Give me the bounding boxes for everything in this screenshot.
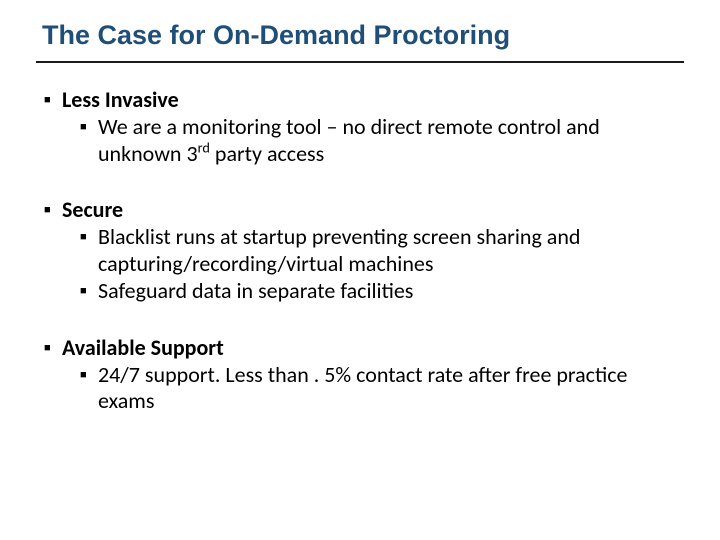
list-item: ■ Safeguard data in separate facilities bbox=[80, 278, 674, 305]
title-underline bbox=[36, 61, 684, 63]
section-less-invasive: ■ Less Invasive ■ We are a monitoring to… bbox=[44, 87, 674, 167]
section-heading: ■ Secure bbox=[44, 197, 674, 224]
bullet-icon: ■ bbox=[80, 230, 98, 243]
list-item: ■ 24/7 support. Less than . 5% contact r… bbox=[80, 362, 674, 416]
section-heading: ■ Less Invasive bbox=[44, 87, 674, 114]
section-heading: ■ Available Support bbox=[44, 335, 674, 362]
section-available-support: ■ Available Support ■ 24/7 support. Less… bbox=[44, 335, 674, 415]
section-heading-text: Secure bbox=[62, 197, 123, 224]
slide-body: ■ Less Invasive ■ We are a monitoring to… bbox=[36, 87, 684, 415]
bullet-icon: ■ bbox=[80, 368, 98, 381]
bullet-icon: ■ bbox=[44, 203, 62, 216]
list-item-text: We are a monitoring tool – no direct rem… bbox=[98, 114, 674, 168]
section-secure: ■ Secure ■ Blacklist runs at startup pre… bbox=[44, 197, 674, 304]
slide-title: The Case for On-Demand Proctoring bbox=[36, 20, 684, 51]
list-item: ■ Blacklist runs at startup preventing s… bbox=[80, 224, 674, 278]
list-item-text: Blacklist runs at startup preventing scr… bbox=[98, 224, 674, 278]
bullet-icon: ■ bbox=[80, 284, 98, 297]
bullet-icon: ■ bbox=[44, 341, 62, 354]
list-item-text: Safeguard data in separate facilities bbox=[98, 278, 674, 305]
list-item-text: 24/7 support. Less than . 5% contact rat… bbox=[98, 362, 674, 416]
bullet-icon: ■ bbox=[44, 93, 62, 106]
bullet-icon: ■ bbox=[80, 120, 98, 133]
section-heading-text: Less Invasive bbox=[62, 87, 179, 114]
list-item: ■ We are a monitoring tool – no direct r… bbox=[80, 114, 674, 168]
section-heading-text: Available Support bbox=[62, 335, 224, 362]
